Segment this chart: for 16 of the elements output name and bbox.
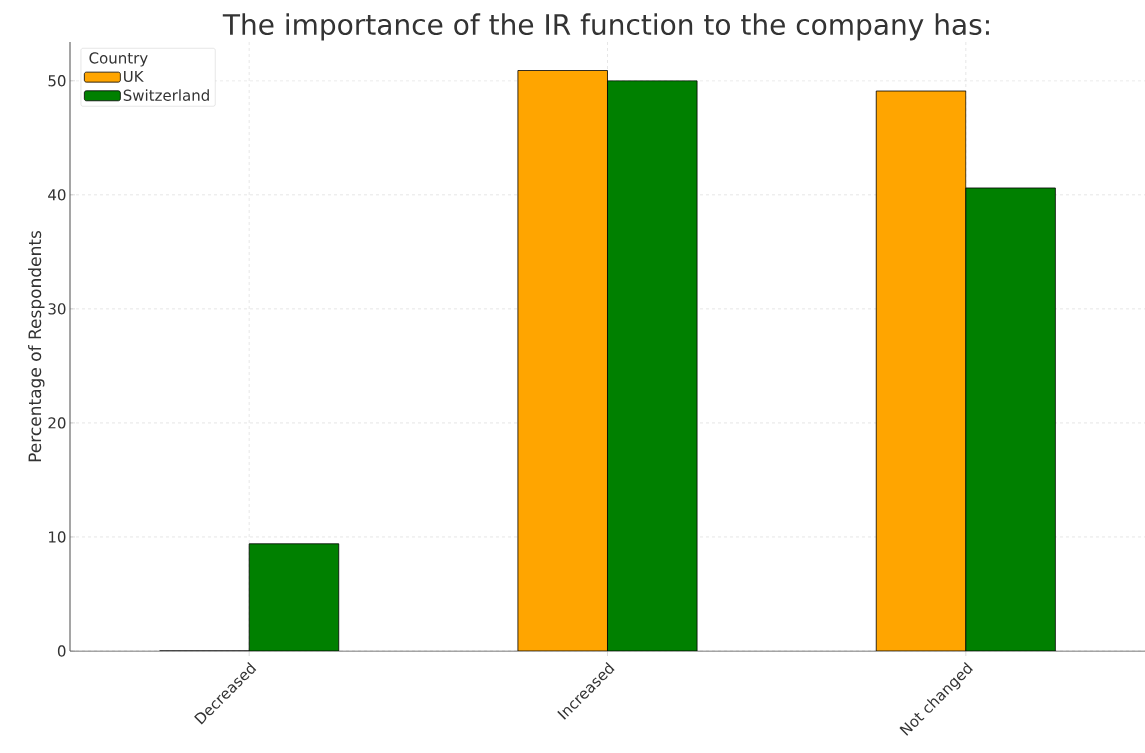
legend-title: Country [89, 52, 148, 67]
y-tick-label: 40 [48, 189, 66, 201]
bar [965, 187, 1056, 651]
y-axis-title: Percentage of Respondents [28, 230, 45, 462]
legend-label: UK [124, 70, 144, 83]
bar [607, 80, 698, 651]
bar [517, 70, 608, 651]
chart-title: The importance of the IR function to the company has: [222, 13, 989, 41]
y-tick-label: 0 [57, 645, 66, 657]
y-tick-label: 50 [48, 75, 66, 87]
y-tick-label: 30 [48, 303, 66, 315]
bar [248, 543, 340, 651]
bar [875, 90, 967, 651]
legend-label: Switzerland [123, 89, 209, 101]
y-tick-label: 20 [48, 417, 66, 429]
y-tick-label: 10 [49, 531, 66, 543]
